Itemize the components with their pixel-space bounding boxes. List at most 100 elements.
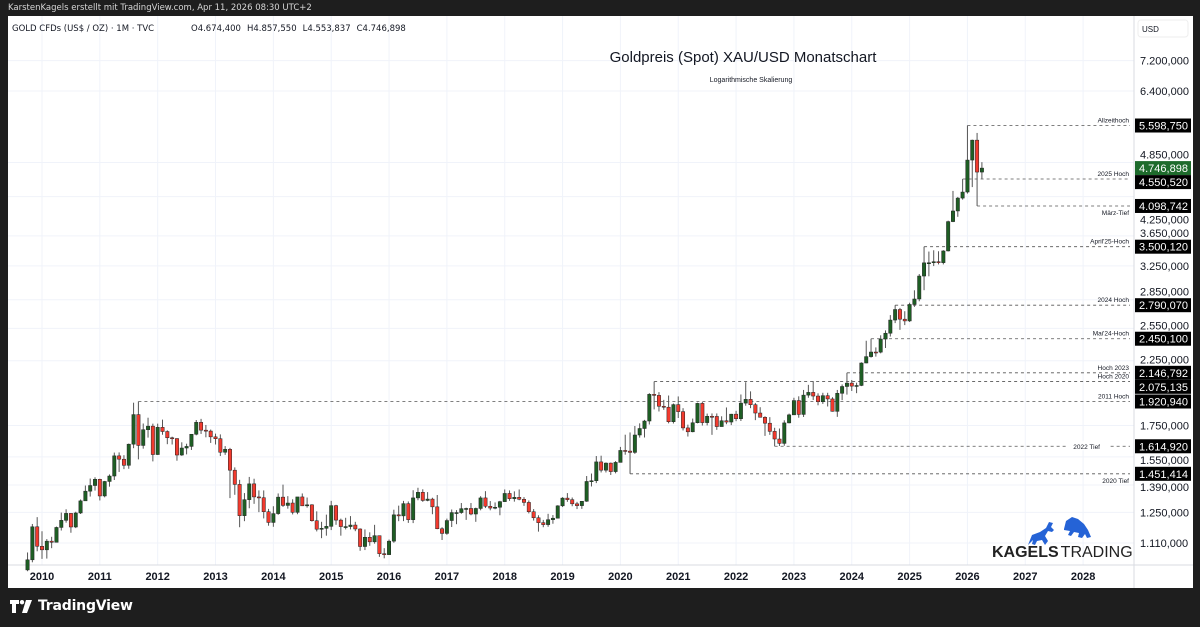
candle-down [531, 511, 536, 519]
candle-up [497, 501, 502, 508]
candle-up [738, 402, 743, 419]
candle-up [411, 497, 416, 520]
candle-down [309, 504, 314, 521]
candle-up [695, 403, 700, 424]
candle-down [165, 431, 170, 439]
candle-down [676, 404, 681, 412]
candle-up [25, 559, 30, 571]
candle-up [295, 496, 300, 513]
level-label: 2025 Hoch [1098, 171, 1130, 178]
candle-down [517, 497, 522, 500]
candle-down [541, 522, 546, 525]
candle-up [141, 429, 146, 446]
chart-attribution: KarstenKagels erstellt mit TradingView.c… [8, 3, 312, 13]
bull-icon [1028, 522, 1054, 545]
price-tick-label: 7.200,000 [1140, 56, 1189, 68]
candle-down [228, 449, 232, 471]
candle-up [478, 497, 483, 509]
candle-up [107, 475, 112, 482]
candle-up [179, 447, 184, 456]
candle-up [613, 462, 618, 472]
candle-down [396, 514, 401, 517]
candle-up [155, 427, 160, 455]
candle-down [121, 458, 126, 466]
level-label: 2024 Hoch [1098, 297, 1130, 304]
candle-up [271, 513, 276, 523]
tradingview-footer[interactable]: TradingView [10, 598, 133, 614]
candle-up [854, 385, 859, 387]
time-tick-label: 2022 [724, 571, 748, 583]
candle-up [560, 497, 565, 507]
price-tick-label: 4.850,000 [1140, 150, 1189, 162]
candle-down [830, 398, 835, 412]
chart-panel[interactable]: 7.200,000 6.400,000 4.850,000 4.250,000 3.65… [8, 16, 1193, 588]
candle-down [353, 524, 358, 530]
candle-up [931, 261, 936, 264]
candle-down [469, 508, 473, 515]
candle-down [237, 484, 242, 516]
candle-up [362, 537, 367, 547]
candle-up [970, 139, 975, 161]
candle-down [377, 535, 382, 554]
candle-up [343, 526, 348, 528]
chart-title: Goldpreis (Spot) XAU/USD Monatschart [610, 49, 878, 66]
level-label: Hoch 2020 [1098, 374, 1130, 381]
candle-up [955, 197, 960, 212]
candle-up [454, 512, 459, 514]
candle-up [632, 434, 637, 453]
candlestick-chart[interactable]: 7.200,000 6.400,000 4.850,000 4.250,0003.65… [8, 16, 1193, 588]
candle-down [536, 517, 541, 523]
candle-up [512, 497, 517, 499]
candle-up [329, 505, 334, 527]
candle-up [54, 527, 59, 543]
candle-up [960, 191, 965, 199]
candle-down [266, 511, 271, 523]
last-price-badge-box [1135, 161, 1191, 176]
candle-down [170, 437, 175, 440]
candle-down [758, 412, 763, 418]
price-tick-label: 6.400,000 [1140, 86, 1189, 98]
candle-down [570, 499, 575, 505]
candle-down [657, 395, 661, 407]
candle-down [483, 497, 488, 507]
candle-up [550, 517, 555, 520]
candle-down [40, 546, 44, 551]
candle-up [444, 520, 449, 534]
candle-up [893, 309, 898, 321]
candle-down [281, 496, 285, 506]
level-price-badge: 4.098,742 [1139, 201, 1188, 213]
level-label: April'25-Hoch [1090, 239, 1129, 246]
level-price-badge: 4.550,520 [1139, 177, 1188, 189]
candle-up [425, 498, 430, 501]
level-price-badge: 3.500,120 [1139, 242, 1188, 254]
candle-up [917, 275, 922, 300]
ohlc-low: L4.553,837 [303, 24, 351, 34]
candle-down [652, 394, 657, 396]
candle-up [922, 262, 927, 277]
level-price-badge-box [1135, 175, 1191, 190]
level-label: 2020 Tief [1102, 478, 1129, 485]
level-price-badge-box [1135, 379, 1191, 394]
candle-down [873, 351, 878, 354]
ohlc-high: H4.857,550 [247, 24, 297, 34]
candle-up [859, 362, 864, 386]
time-tick-label: 2028 [1071, 571, 1095, 583]
time-tick-label: 2020 [608, 571, 632, 583]
candle-down [199, 422, 204, 431]
candle-up [806, 392, 811, 396]
candle-down [488, 505, 493, 509]
candle-down [936, 261, 941, 263]
ohlc-open: O4.674,400 [191, 24, 241, 34]
candle-down [136, 414, 141, 446]
candle-down [714, 416, 719, 427]
candle-up [285, 502, 290, 506]
candle-down [661, 405, 666, 408]
candle-up [801, 394, 806, 415]
candle-down [898, 309, 902, 320]
candle-down [435, 506, 440, 530]
candle-down [175, 438, 179, 456]
candle-down [724, 420, 729, 423]
candle-down [767, 422, 772, 432]
price-tick-label: 2.250,000 [1140, 355, 1189, 367]
level-price-badge: 2.075,135 [1139, 382, 1188, 394]
